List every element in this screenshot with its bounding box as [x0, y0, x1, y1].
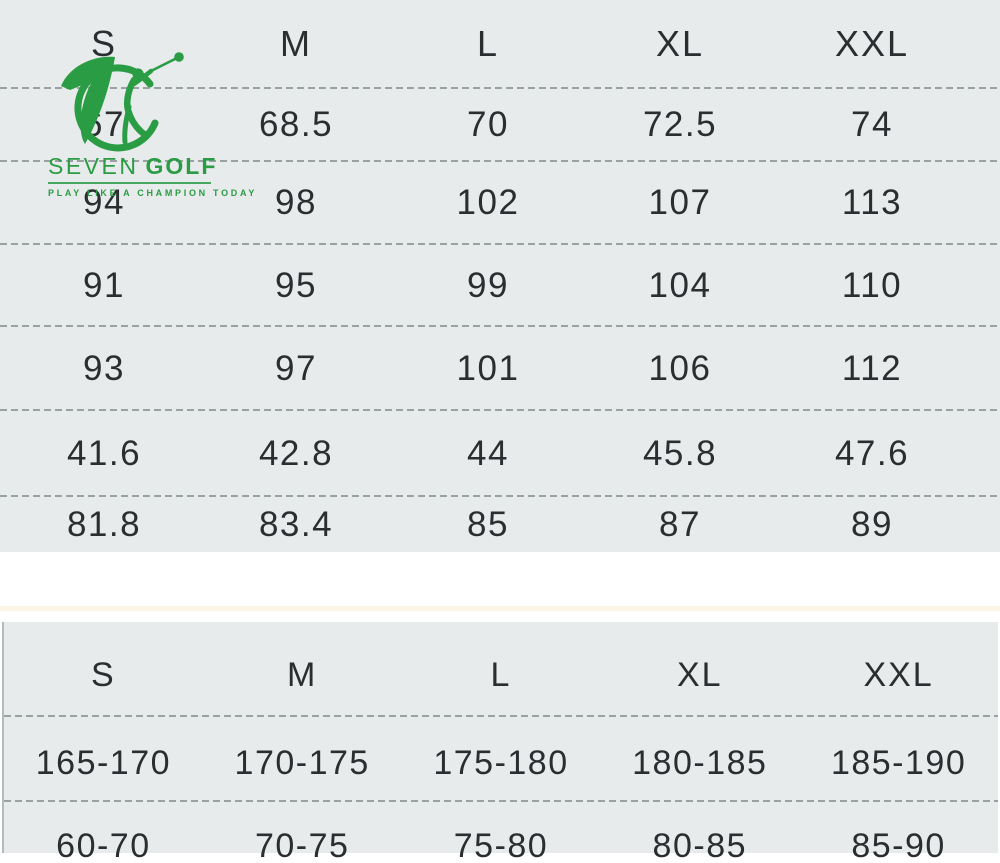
size-value-cell: 170-175: [234, 743, 370, 782]
row-divider-dashed: [0, 87, 1000, 89]
brand-name-golf: GOLF: [145, 153, 218, 179]
size-value-cell: 106: [648, 348, 712, 388]
row-divider-dashed: [0, 495, 1000, 497]
size-col-header: XL: [676, 655, 723, 694]
size-value-cell: 74: [851, 105, 893, 144]
seven-golf-logo: SEVEN GOLF PLAY LIKE A CHAMPION TODAY: [48, 50, 258, 198]
size-value-cell: 113: [841, 183, 903, 222]
row-divider-dashed: [0, 160, 1000, 162]
size-value-cell: 165-170: [35, 743, 172, 782]
size-value-cell: 83.4: [258, 505, 334, 544]
size-col-header: M: [280, 22, 312, 64]
size-value-cell: 85-90: [851, 826, 946, 863]
table-row: 60-70 70-75 75-80 80-85 85-90: [4, 802, 998, 863]
size-chart-table-main: S M L XL XXL 67 68.5 70 72.5 74 94 98 10…: [0, 0, 1000, 552]
size-value-cell: 97: [275, 348, 317, 388]
table-header-row: S M L XL XXL: [4, 622, 998, 715]
size-value-cell: 94: [83, 183, 125, 222]
size-value-cell: 101: [456, 348, 520, 388]
size-col-header: L: [490, 655, 512, 694]
size-col-header: XXL: [834, 22, 910, 64]
size-value-cell: 95: [275, 265, 317, 305]
size-value-cell: 102: [456, 183, 520, 222]
size-value-cell: 68.5: [258, 105, 334, 144]
size-value-cell: 70-75: [254, 826, 350, 863]
size-value-cell: 45.8: [642, 433, 718, 473]
size-value-cell: 99: [467, 265, 509, 305]
size-value-cell: 112: [841, 348, 903, 388]
size-value-cell: 81.8: [66, 505, 142, 544]
table-row: 91 95 99 104 110: [0, 245, 1000, 325]
size-value-cell: 42.8: [258, 433, 334, 473]
size-chart-table-body: S M L XL XXL 165-170 170-175 175-180 180…: [2, 622, 998, 863]
size-value-cell: 47.6: [834, 433, 910, 473]
size-value-cell: 87: [659, 505, 701, 544]
table-row: 41.6 42.8 44 45.8 47.6: [0, 411, 1000, 495]
row-divider-dashed: [0, 409, 1000, 411]
size-value-cell: 185-190: [830, 743, 967, 782]
table-row: 165-170 170-175 175-180 180-185 185-190: [4, 717, 998, 800]
row-divider-dashed: [4, 715, 998, 717]
size-value-cell: 91: [83, 265, 125, 305]
size-value-cell: 93: [83, 348, 125, 388]
brand-tagline: PLAY LIKE A CHAMPION TODAY: [48, 188, 258, 198]
table-row: 81.8 83.4 85 87 89: [0, 497, 1000, 552]
size-value-cell: 80-85: [652, 826, 748, 863]
size-value-cell: 60-70: [56, 826, 151, 863]
row-divider-dashed: [0, 243, 1000, 245]
size-value-cell: 41.6: [66, 433, 142, 473]
size-value-cell: 75-80: [453, 826, 549, 863]
row-divider-dashed: [4, 800, 998, 802]
size-col-header: S: [90, 22, 117, 64]
size-value-cell: 44: [467, 433, 509, 473]
size-value-cell: 104: [648, 265, 712, 305]
size-value-cell: 110: [841, 265, 903, 305]
size-value-cell: 70: [467, 105, 509, 144]
size-value-cell: 98: [275, 183, 317, 222]
size-col-header: XL: [655, 22, 705, 64]
brand-name-seven: SEVEN: [48, 153, 139, 179]
size-col-header: S: [91, 655, 116, 694]
size-value-cell: 72.5: [642, 105, 718, 144]
size-col-header: L: [476, 22, 500, 64]
size-value-cell: 175-180: [433, 743, 569, 782]
brand-wordmark: SEVEN GOLF: [48, 155, 220, 178]
size-value-cell: 180-185: [632, 743, 768, 782]
golfer-swinging-seven-icon: [61, 52, 184, 152]
table-row: 93 97 101 106 112: [0, 327, 1000, 409]
size-col-header: XXL: [863, 655, 934, 694]
logo-underline: [48, 182, 211, 184]
size-value-cell: 107: [648, 183, 712, 222]
table-header-row: S M L XL XXL: [0, 0, 1000, 87]
row-divider-dashed: [0, 325, 1000, 327]
divider-accent-line: [0, 606, 1000, 611]
table-row: 94 98 102 107 113: [0, 162, 1000, 243]
size-value-cell: 89: [851, 505, 893, 544]
size-col-header: M: [287, 655, 318, 694]
size-value-cell: 85: [467, 505, 509, 544]
